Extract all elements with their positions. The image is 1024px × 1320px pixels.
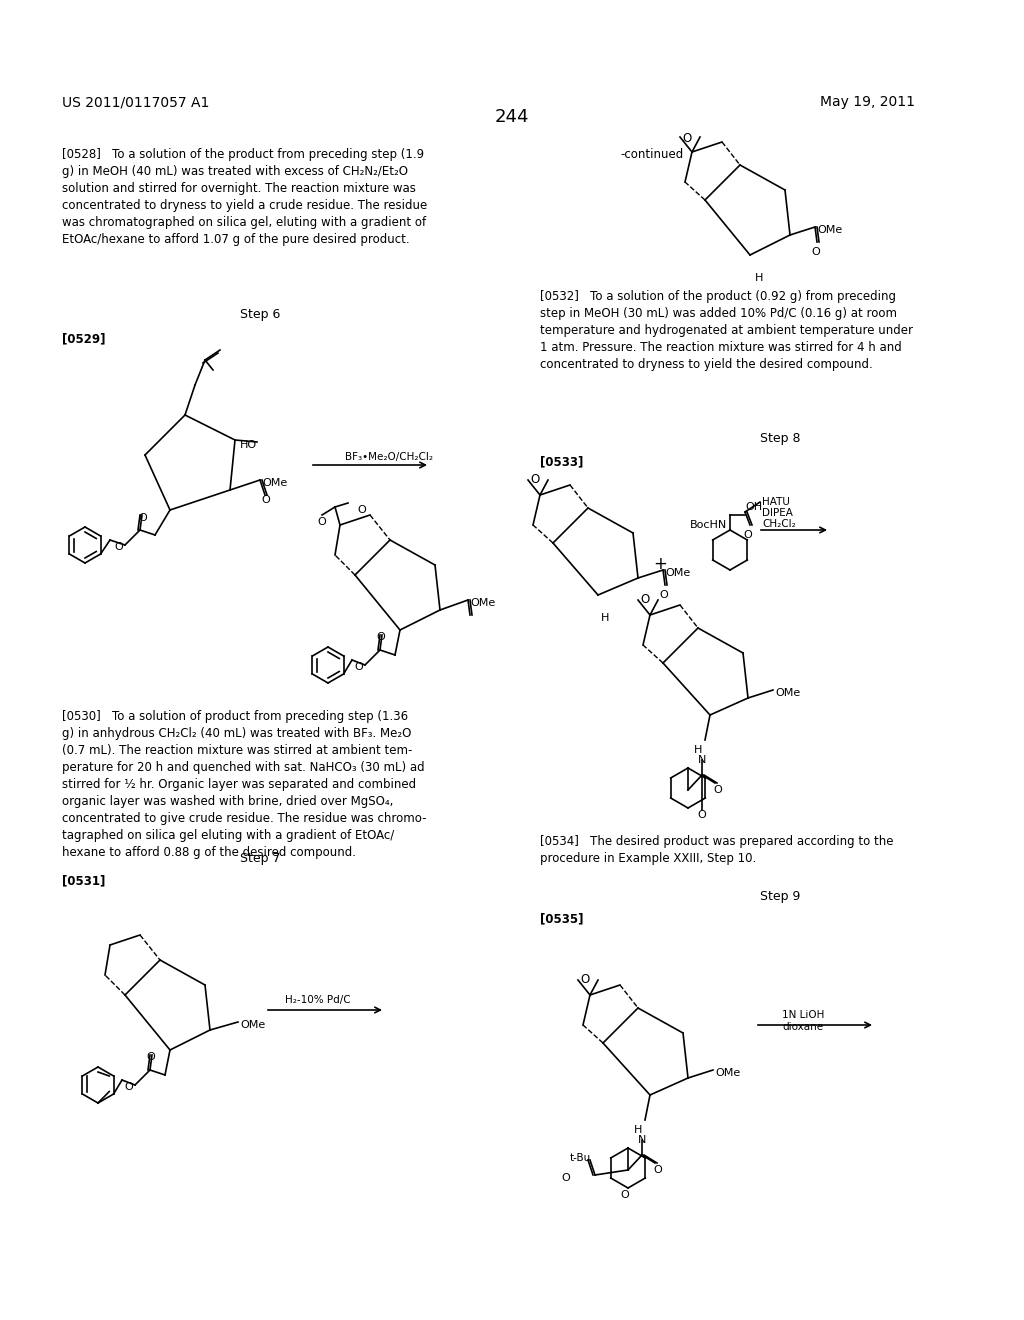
Text: OMe: OMe <box>817 224 843 235</box>
Text: OMe: OMe <box>775 688 800 698</box>
Text: 1N LiOH: 1N LiOH <box>782 1010 824 1020</box>
Text: Step 6: Step 6 <box>240 308 281 321</box>
Text: OMe: OMe <box>715 1068 740 1078</box>
Text: O: O <box>124 1082 133 1092</box>
Text: H: H <box>601 612 609 623</box>
Text: BF₃•Me₂O/CH₂Cl₂: BF₃•Me₂O/CH₂Cl₂ <box>345 451 433 462</box>
Text: [0530]   To a solution of product from preceding step (1.36
g) in anhydrous CH₂C: [0530] To a solution of product from pre… <box>62 710 427 859</box>
Text: [0533]: [0533] <box>540 455 584 469</box>
Text: O: O <box>640 593 649 606</box>
Text: US 2011/0117057 A1: US 2011/0117057 A1 <box>62 95 209 110</box>
Text: O: O <box>115 543 123 552</box>
Text: [0531]: [0531] <box>62 874 105 887</box>
Text: O: O <box>530 473 540 486</box>
Text: O: O <box>812 247 820 257</box>
Text: N: N <box>638 1135 646 1144</box>
Text: O: O <box>317 517 327 527</box>
Text: O: O <box>261 495 270 506</box>
Text: +: + <box>653 554 667 573</box>
Text: O: O <box>621 1191 630 1200</box>
Text: OMe: OMe <box>262 478 288 488</box>
Text: BocHN: BocHN <box>690 520 727 531</box>
Text: OMe: OMe <box>665 568 690 578</box>
Text: Step 9: Step 9 <box>760 890 800 903</box>
Text: O: O <box>659 590 669 601</box>
Text: Step 8: Step 8 <box>760 432 800 445</box>
Text: O: O <box>138 513 147 523</box>
Text: O: O <box>146 1052 156 1063</box>
Text: H: H <box>694 744 702 755</box>
Text: O: O <box>377 632 385 642</box>
Text: N: N <box>697 755 707 766</box>
Text: O: O <box>682 132 691 145</box>
Text: t-Bu: t-Bu <box>569 1152 591 1163</box>
Text: May 19, 2011: May 19, 2011 <box>820 95 915 110</box>
Text: CH₂Cl₂: CH₂Cl₂ <box>762 519 796 529</box>
Text: O: O <box>653 1166 663 1175</box>
Text: dioxane: dioxane <box>782 1022 823 1032</box>
Text: OH: OH <box>745 502 762 512</box>
Text: OMe: OMe <box>470 598 496 609</box>
Text: [0535]: [0535] <box>540 912 584 925</box>
Text: O: O <box>561 1173 570 1183</box>
Text: O: O <box>743 531 753 540</box>
Text: H: H <box>634 1125 642 1135</box>
Text: O: O <box>697 810 707 820</box>
Text: O: O <box>714 785 722 795</box>
Text: [0528]   To a solution of the product from preceding step (1.9
g) in MeOH (40 mL: [0528] To a solution of the product from… <box>62 148 427 246</box>
Text: O: O <box>354 663 362 672</box>
Text: H₂-10% Pd/C: H₂-10% Pd/C <box>285 995 350 1005</box>
Text: [0534]   The desired product was prepared according to the
procedure in Example : [0534] The desired product was prepared … <box>540 836 894 865</box>
Text: 244: 244 <box>495 108 529 125</box>
Text: H: H <box>755 273 763 282</box>
Text: Step 7: Step 7 <box>240 851 281 865</box>
Text: O: O <box>581 973 590 986</box>
Text: DIPEA: DIPEA <box>762 508 793 517</box>
Text: [0532]   To a solution of the product (0.92 g) from preceding
step in MeOH (30 m: [0532] To a solution of the product (0.9… <box>540 290 913 371</box>
Text: O: O <box>357 506 367 515</box>
Text: OMe: OMe <box>240 1020 265 1030</box>
Text: [0529]: [0529] <box>62 333 105 345</box>
Text: -continued: -continued <box>620 148 683 161</box>
Text: HATU: HATU <box>762 498 790 507</box>
Text: HO: HO <box>240 440 257 450</box>
